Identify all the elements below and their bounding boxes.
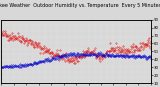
- Text: Milwaukee Weather  Outdoor Humidity vs. Temperature  Every 5 Minutes: Milwaukee Weather Outdoor Humidity vs. T…: [0, 3, 160, 8]
